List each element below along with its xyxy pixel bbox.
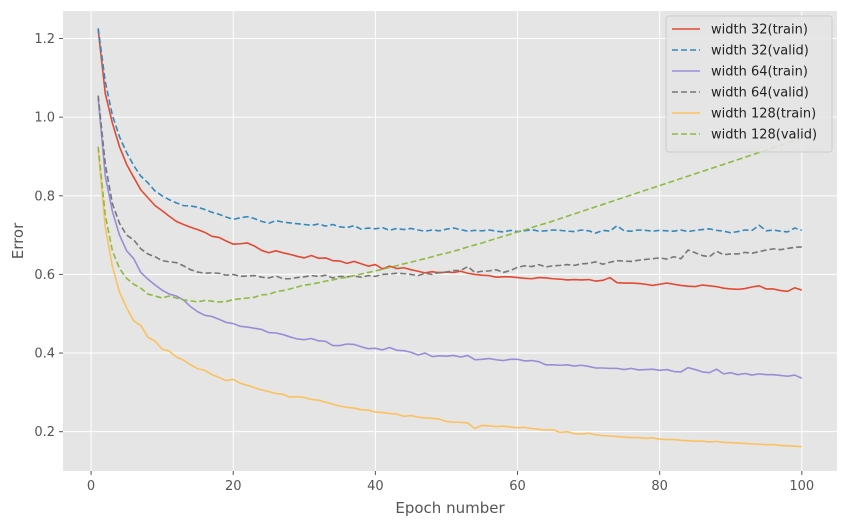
y-axis-label: Error bbox=[9, 222, 27, 259]
legend-label: width 32(train) bbox=[711, 23, 808, 38]
x-tick-label: 0 bbox=[87, 479, 95, 494]
series-line-2 bbox=[97, 28, 803, 234]
y-tick-label: 0.8 bbox=[34, 189, 55, 204]
legend-label: width 32(valid) bbox=[711, 44, 809, 59]
x-tick-label: 60 bbox=[509, 479, 526, 494]
series-line-3 bbox=[97, 98, 803, 379]
legend-box bbox=[665, 15, 833, 153]
x-tick-label: 80 bbox=[651, 479, 668, 494]
y-tick-label: 1.0 bbox=[34, 111, 55, 126]
series-line-5 bbox=[97, 149, 802, 448]
x-axis-ticks: 0 20 40 60 80 100 bbox=[87, 471, 814, 494]
legend-label: width 64(valid) bbox=[711, 86, 809, 101]
legend-label: width 64(train) bbox=[711, 65, 808, 80]
series-line-1 bbox=[97, 29, 803, 293]
series-line-6 bbox=[97, 137, 803, 303]
legend: width 32(train) width 32(valid) width 64(t… bbox=[665, 15, 833, 153]
y-axis-ticks: 0.2 0.4 0.6 0.8 1.0 1.2 bbox=[34, 32, 63, 440]
y-tick-label: 0.2 bbox=[34, 425, 55, 440]
x-axis-label: Epoch number bbox=[395, 499, 505, 517]
x-tick-label: 100 bbox=[789, 479, 814, 494]
legend-label: width 128(train) bbox=[711, 107, 816, 122]
y-tick-label: 0.4 bbox=[34, 347, 55, 362]
y-tick-label: 0.6 bbox=[34, 268, 55, 283]
series-lines bbox=[97, 28, 803, 448]
x-tick-label: 20 bbox=[225, 479, 242, 494]
x-tick-label: 40 bbox=[367, 479, 384, 494]
series-line-4 bbox=[97, 95, 802, 280]
y-tick-label: 1.2 bbox=[34, 32, 55, 47]
legend-label: width 128(valid) bbox=[711, 128, 817, 143]
